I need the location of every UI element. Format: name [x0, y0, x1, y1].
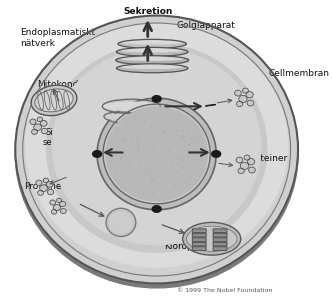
Ellipse shape: [30, 119, 36, 124]
Text: Golgiapparat: Golgiapparat: [176, 22, 235, 30]
FancyBboxPatch shape: [213, 238, 227, 242]
FancyBboxPatch shape: [192, 234, 206, 237]
Ellipse shape: [43, 178, 48, 183]
Ellipse shape: [36, 180, 42, 185]
Ellipse shape: [35, 89, 73, 112]
Ellipse shape: [212, 151, 221, 157]
Ellipse shape: [37, 117, 42, 122]
FancyBboxPatch shape: [213, 229, 227, 233]
FancyBboxPatch shape: [192, 229, 206, 233]
Ellipse shape: [15, 16, 298, 283]
Ellipse shape: [15, 20, 298, 288]
Ellipse shape: [46, 181, 53, 187]
Ellipse shape: [118, 39, 186, 48]
Ellipse shape: [235, 90, 241, 96]
Ellipse shape: [238, 168, 244, 174]
Ellipse shape: [248, 158, 255, 165]
Ellipse shape: [246, 91, 253, 98]
Text: Proteiner: Proteiner: [24, 182, 65, 191]
Ellipse shape: [56, 198, 62, 202]
Ellipse shape: [116, 56, 189, 65]
Ellipse shape: [31, 85, 77, 116]
Text: Signal-
sekvens: Signal- sekvens: [170, 97, 205, 116]
Ellipse shape: [51, 210, 57, 214]
Text: Endoplasmatiskt
nätverk: Endoplasmatiskt nätverk: [20, 28, 95, 48]
Ellipse shape: [247, 100, 254, 106]
Ellipse shape: [26, 23, 288, 267]
Ellipse shape: [47, 189, 54, 195]
Ellipse shape: [152, 96, 161, 102]
Ellipse shape: [93, 151, 102, 157]
Ellipse shape: [102, 99, 160, 114]
Text: Proteiner: Proteiner: [246, 154, 287, 163]
Ellipse shape: [183, 222, 241, 255]
Ellipse shape: [41, 120, 47, 126]
Ellipse shape: [236, 157, 243, 163]
Ellipse shape: [239, 95, 247, 103]
FancyBboxPatch shape: [192, 238, 206, 242]
Text: Cellmembran: Cellmembran: [268, 69, 329, 78]
FancyBboxPatch shape: [192, 242, 206, 246]
Ellipse shape: [249, 167, 255, 173]
Ellipse shape: [122, 65, 183, 68]
Ellipse shape: [240, 162, 249, 170]
Ellipse shape: [32, 129, 38, 134]
Ellipse shape: [60, 209, 66, 213]
Ellipse shape: [52, 48, 261, 245]
Ellipse shape: [105, 115, 148, 122]
FancyBboxPatch shape: [213, 234, 227, 237]
Ellipse shape: [109, 211, 133, 234]
Ellipse shape: [117, 64, 188, 73]
Ellipse shape: [152, 206, 161, 212]
Ellipse shape: [53, 205, 60, 210]
Text: Signal-
sekvens: Signal- sekvens: [186, 165, 221, 184]
Ellipse shape: [106, 107, 207, 201]
Text: Kloroplast: Kloroplast: [164, 242, 209, 251]
Ellipse shape: [236, 101, 243, 107]
Ellipse shape: [38, 190, 43, 195]
Ellipse shape: [243, 88, 248, 93]
Ellipse shape: [42, 128, 48, 134]
Ellipse shape: [117, 48, 188, 56]
Ellipse shape: [103, 104, 210, 204]
Text: Mitokondrie: Mitokondrie: [38, 80, 91, 89]
Ellipse shape: [97, 98, 216, 210]
FancyBboxPatch shape: [192, 247, 206, 250]
FancyBboxPatch shape: [213, 247, 227, 250]
Text: Sekretion: Sekretion: [123, 7, 172, 16]
Ellipse shape: [122, 48, 183, 52]
Ellipse shape: [123, 40, 181, 44]
Ellipse shape: [60, 201, 66, 207]
FancyBboxPatch shape: [213, 242, 227, 246]
Text: Signal-
sekvens: Signal- sekvens: [43, 128, 77, 147]
Ellipse shape: [121, 57, 183, 60]
Text: Peroxisom: Peroxisom: [122, 215, 168, 224]
Ellipse shape: [40, 185, 47, 191]
Ellipse shape: [244, 155, 250, 160]
Ellipse shape: [104, 112, 150, 124]
Ellipse shape: [104, 102, 159, 111]
Ellipse shape: [50, 200, 55, 205]
Ellipse shape: [106, 208, 136, 237]
Ellipse shape: [46, 44, 267, 252]
Text: © 1999 The Nobel Foundation: © 1999 The Nobel Foundation: [177, 288, 273, 293]
Ellipse shape: [34, 124, 42, 130]
Ellipse shape: [186, 226, 237, 251]
